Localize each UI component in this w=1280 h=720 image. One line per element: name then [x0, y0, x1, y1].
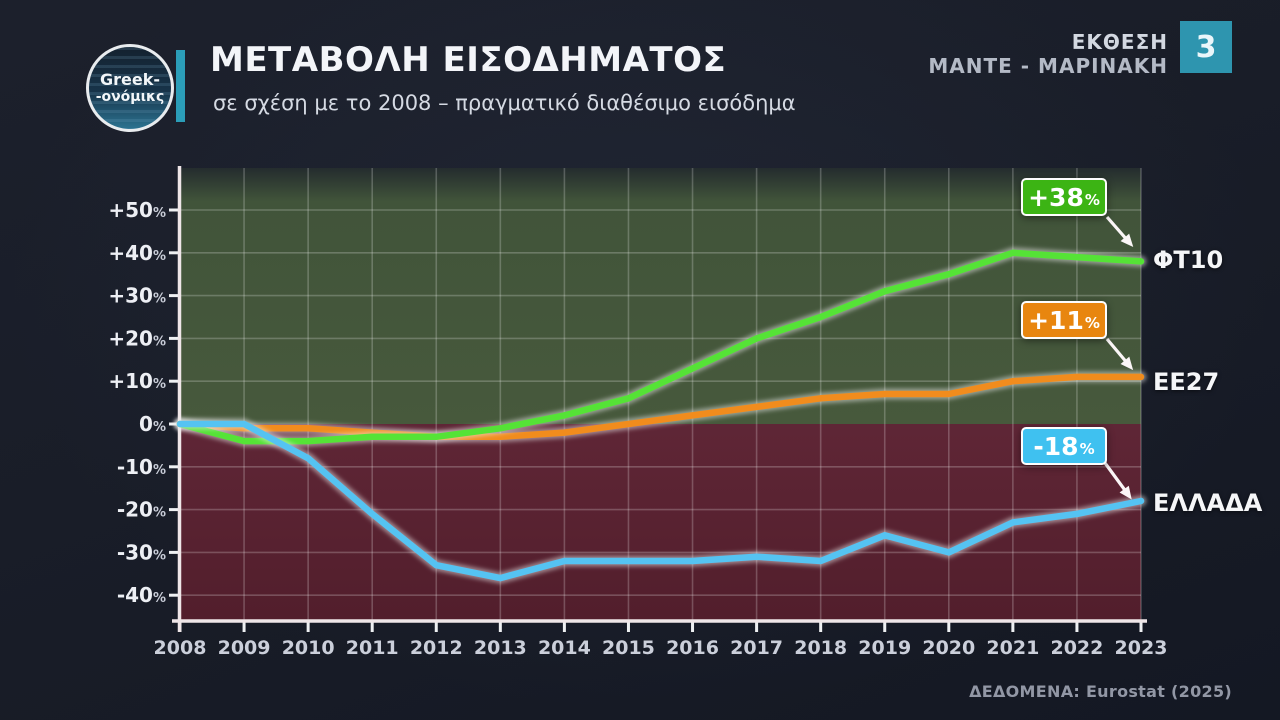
negative-region [180, 424, 1141, 620]
report-credit-line1: ΕΚΘΕΣΗ [1071, 30, 1168, 54]
y-tick-label: +20% [108, 326, 166, 350]
x-tick-label: 2010 [282, 637, 335, 659]
callout-unit: % [1084, 191, 1100, 209]
y-tick-label: 0% [139, 412, 166, 436]
series-line-ft10 [176, 249, 1145, 445]
report-credit: ΕΚΘΕΣΗ ΜΑΝΤΕ - ΜΑΡΙΝΑΚΗ [928, 30, 1168, 78]
x-tick-label: 2013 [474, 637, 527, 659]
x-tick-label: 2017 [730, 637, 783, 659]
x-tick-label: 2014 [538, 637, 591, 659]
x-tick-label: 2021 [986, 637, 1039, 659]
callout-arrowhead [1119, 485, 1132, 500]
x-tick-label: 2009 [218, 637, 271, 659]
x-tick-label: 2020 [922, 637, 975, 659]
callout-arrow-line [1105, 337, 1130, 366]
callout-φτ10: +38% [1021, 178, 1107, 216]
callout-unit: % [1084, 314, 1100, 332]
callout-ee27: +11% [1021, 301, 1107, 339]
x-tick-label: 2023 [1115, 637, 1168, 659]
data-source-credit: ΔΕΔΟΜΕΝΑ: Eurostat (2025) [969, 682, 1232, 701]
y-tick-label: -20% [117, 498, 166, 522]
page-subtitle: σε σχέση με το 2008 – πραγματικό διαθέσι… [213, 91, 796, 115]
callout-ελλαδα: -18% [1021, 427, 1107, 465]
callout-value: +38 [1028, 182, 1084, 212]
y-tick-label: -30% [117, 540, 166, 564]
y-tick-label: -10% [117, 455, 166, 479]
episode-number-badge: 3 [1180, 21, 1232, 73]
logo-text-line1: Greek- [99, 69, 160, 89]
callout-value: +11 [1028, 305, 1084, 335]
series-label-ee27: EE27 [1153, 368, 1220, 396]
callout-unit: % [1079, 440, 1095, 458]
title-accent-bar [176, 50, 185, 122]
logo-text-line2: -ονόμικς [95, 89, 165, 106]
x-tick-label: 2018 [794, 637, 847, 659]
y-tick-label: +10% [108, 369, 166, 393]
series-label-φτ10: ΦΤ10 [1153, 246, 1224, 274]
x-tick-label: 2022 [1050, 637, 1103, 659]
callout-arrow-line [1103, 462, 1129, 494]
y-tick-label: +50% [108, 198, 166, 222]
x-tick-label: 2019 [858, 637, 911, 659]
x-tick-label: 2016 [666, 637, 719, 659]
callout-arrowhead [1120, 233, 1134, 248]
y-tick-label: -40% [117, 583, 166, 607]
report-credit-line2: ΜΑΝΤΕ - ΜΑΡΙΝΑΚΗ [928, 54, 1168, 78]
callout-arrowhead [1120, 356, 1134, 371]
x-tick-label: 2008 [154, 637, 207, 659]
y-tick-label: +40% [108, 241, 166, 265]
callout-value: -18 [1033, 431, 1079, 461]
series-label-ελλαδα: ΕΛΛΑΔΑ [1153, 489, 1263, 517]
y-tick-label: +30% [108, 284, 166, 308]
series-line-ellada [176, 420, 1145, 582]
x-tick-label: 2012 [410, 637, 463, 659]
callout-arrow-line [1105, 215, 1130, 243]
channel-logo: Greek- -ονόμικς [86, 44, 174, 132]
series-line-ee27 [176, 373, 1145, 441]
x-tick-label: 2015 [602, 637, 655, 659]
x-tick-label: 2011 [346, 637, 399, 659]
page-title: ΜΕΤΑΒΟΛΗ ΕΙΣΟΔΗΜΑΤΟΣ [210, 40, 727, 80]
